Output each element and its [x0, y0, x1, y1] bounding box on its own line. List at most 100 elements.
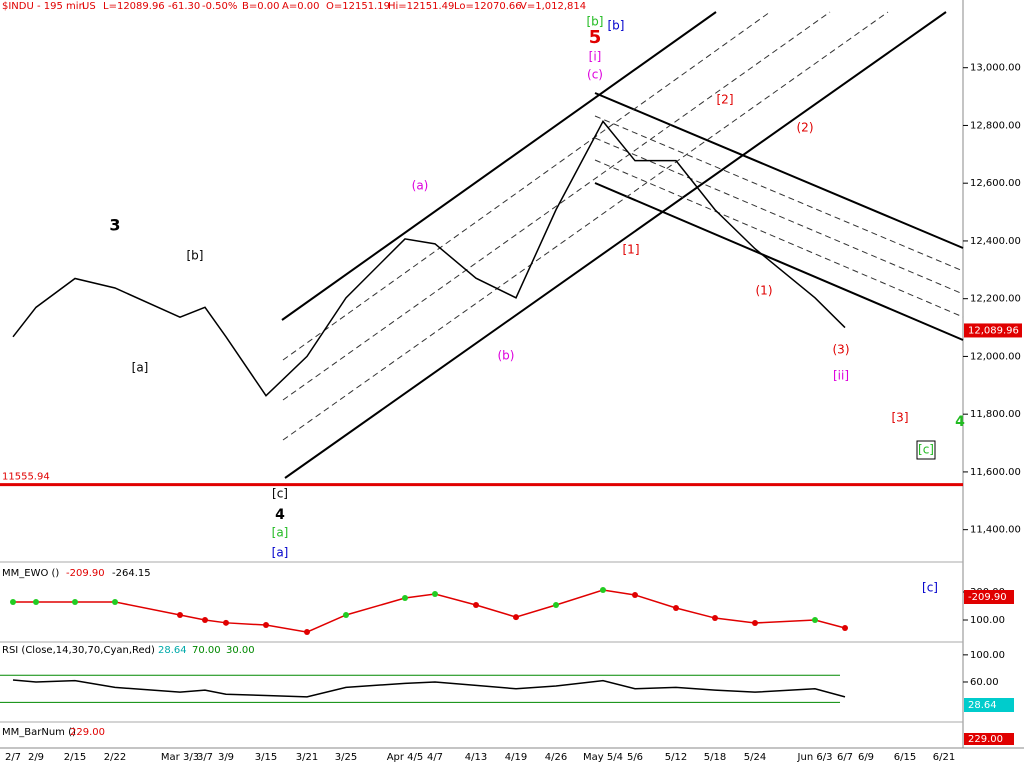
- wave-label: 3: [109, 216, 120, 235]
- x-tick-label: 3/15: [255, 752, 277, 763]
- x-tick-label: 2/9: [28, 752, 44, 763]
- rsi-level-label: 30.00: [226, 645, 255, 656]
- ewo-dot: [223, 619, 229, 626]
- ewo-dot: [473, 602, 479, 609]
- ewo-readout: -264.15: [112, 568, 151, 579]
- ewo-dot: [513, 614, 519, 621]
- ewo-dot: [343, 611, 349, 618]
- x-tick-label: 6/7: [837, 752, 853, 763]
- barnum-tag: 229.00: [968, 734, 1003, 745]
- y-tick-label: 100.00: [970, 615, 1005, 626]
- y-tick-label: 12,600.00: [970, 178, 1021, 189]
- wave-label: [c]: [922, 581, 938, 595]
- wave-label: (3): [833, 343, 850, 357]
- ewo-dot: [402, 595, 408, 602]
- y-tick-label: 11,400.00: [970, 525, 1021, 536]
- x-tick-label: 2/22: [104, 752, 126, 763]
- header-open: O=12151.19: [326, 1, 390, 12]
- wave-label: (a): [412, 179, 429, 193]
- ewo-dot: [553, 602, 559, 609]
- wave-label: (c): [587, 68, 603, 82]
- series-line: [13, 589, 846, 633]
- header-low: Lo=12070.66: [454, 1, 522, 12]
- last-tag: -209.90: [968, 592, 1007, 603]
- wave-label: (b): [498, 349, 515, 363]
- barnum-value: 229.00: [70, 727, 105, 738]
- header-high: Hi=12151.49: [388, 1, 454, 12]
- x-tick-label: 3/25: [335, 752, 357, 763]
- wave-label: [a]: [272, 546, 289, 560]
- y-tick-label: 12,400.00: [970, 236, 1021, 247]
- rsi-readout: 28.64: [158, 645, 187, 656]
- header-percent: -0.50%: [202, 1, 237, 12]
- x-tick-label: 4/19: [505, 752, 527, 763]
- x-tick-label: Jun 6/3: [797, 752, 833, 763]
- x-tick-label: 5/18: [704, 752, 726, 763]
- x-tick-label: 4/13: [465, 752, 487, 763]
- last-price-label: 12,089.96: [968, 325, 1019, 336]
- y-tick-label: 11,600.00: [970, 467, 1021, 478]
- wave-label: [b]: [587, 15, 604, 29]
- rsi-title: RSI (Close,14,30,70,Cyan,Red): [2, 645, 155, 656]
- x-tick-label: 5/12: [665, 752, 687, 763]
- y-tick-label: 11,800.00: [970, 409, 1021, 420]
- header-change: -61.30: [168, 1, 200, 12]
- last-tag: 28.64: [968, 700, 997, 711]
- header-symbol: $INDU - 195 min: [2, 1, 85, 12]
- wave-label: [a]: [132, 361, 149, 375]
- ewo-dot: [72, 598, 78, 605]
- header-volume: V=1,012,814: [520, 1, 586, 12]
- x-tick-label: 6/21: [933, 752, 955, 763]
- ewo-dot: [812, 617, 818, 624]
- ewo-dot: [10, 598, 16, 605]
- ewo-dot: [177, 611, 183, 618]
- ewo-dot: [842, 624, 848, 631]
- last-tag-bg: [964, 698, 1014, 712]
- x-tick-label: Apr 4/5: [387, 752, 424, 763]
- series-line: [12, 679, 846, 698]
- last-tag-bg: [964, 590, 1014, 604]
- ewo-dot: [432, 590, 438, 597]
- ewo-dot: [33, 598, 39, 605]
- header-last: L=12089.96: [103, 1, 165, 12]
- wave-label: [a]: [272, 526, 289, 540]
- last-price-bg: [964, 323, 1022, 338]
- x-tick-label: 5/24: [744, 752, 766, 763]
- ewo-dot: [263, 622, 269, 629]
- wave-label: [c]: [918, 443, 934, 457]
- header-ask: A=0.00: [282, 1, 320, 12]
- x-tick-label: 4/26: [545, 752, 567, 763]
- x-tick-label: 3/21: [296, 752, 318, 763]
- annotation-box: [916, 440, 936, 460]
- wave-label: [b]: [608, 19, 625, 33]
- x-tick-label: 4/7: [427, 752, 443, 763]
- header-market: US: [82, 1, 96, 12]
- wave-label: [i]: [589, 50, 602, 64]
- wave-label: (2): [797, 121, 814, 135]
- wave-label: (1): [756, 284, 773, 298]
- ewo-readout: -209.90: [66, 568, 105, 579]
- y-tick-label: 12,800.00: [970, 120, 1021, 131]
- ewo-dot: [632, 591, 638, 598]
- wave-label: [1]: [623, 243, 640, 257]
- ewo-dot: [112, 598, 118, 605]
- x-tick-label: Mar 3/3: [161, 752, 199, 763]
- wave-label: [2]: [717, 93, 734, 107]
- axis-bg: [963, 0, 1024, 768]
- header-bid: B=0.00: [242, 1, 280, 12]
- rsi-level-label: 70.00: [192, 645, 221, 656]
- ewo-dot: [600, 587, 606, 594]
- ewo-title: MM_EWO (): [2, 568, 59, 579]
- x-tick-label: 5/6: [627, 752, 643, 763]
- ewo-dot: [304, 629, 310, 636]
- ewo-dot: [712, 615, 718, 622]
- series-line: [12, 120, 846, 397]
- x-tick-label: 6/15: [894, 752, 916, 763]
- x-tick-label: 3/7: [197, 752, 213, 763]
- wave-label: 5: [589, 27, 602, 48]
- wave-label: [b]: [187, 249, 204, 263]
- y-tick-label: 100.00: [970, 650, 1005, 661]
- barnum-tag-bg: [964, 733, 1014, 745]
- wave-label: 4: [955, 414, 965, 430]
